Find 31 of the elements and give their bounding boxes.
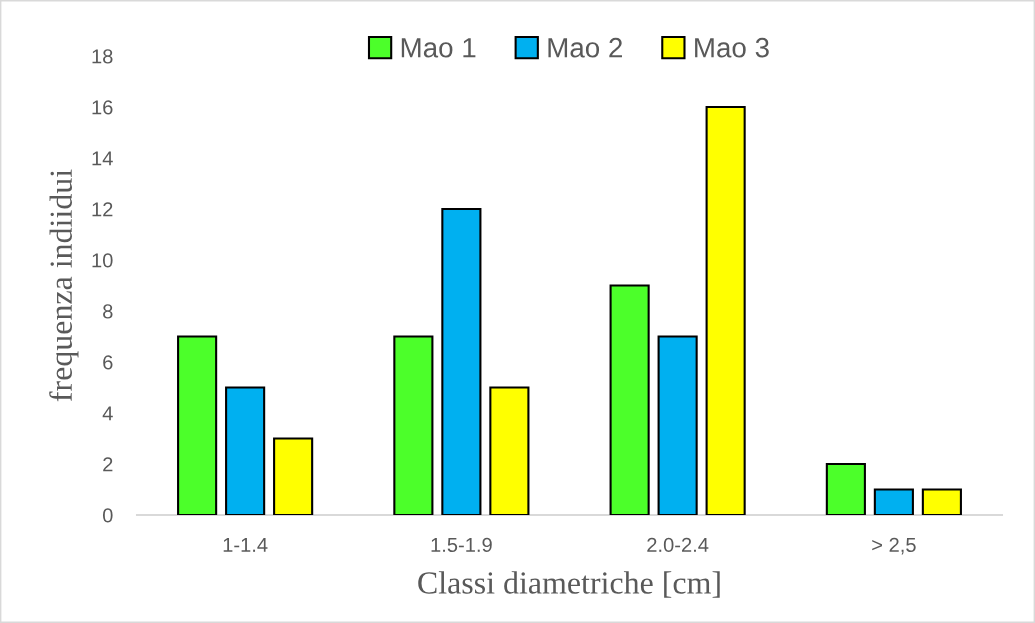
x-tick-label: > 2,5 xyxy=(872,537,916,555)
x-tick-label: 1-1.4 xyxy=(223,537,268,552)
legend-label: Mao 2 xyxy=(548,37,622,58)
bar xyxy=(489,386,530,515)
bar xyxy=(921,488,962,515)
x-tick-label: 2.0-2.4 xyxy=(647,537,709,553)
y-tick-label: 12 xyxy=(92,202,113,217)
bar xyxy=(873,488,914,515)
y-tick-label: 18 xyxy=(92,49,113,64)
bar xyxy=(441,207,482,515)
bar xyxy=(177,335,218,515)
bar xyxy=(705,105,746,515)
bar xyxy=(609,284,650,515)
y-tick-label: 8 xyxy=(103,304,113,319)
bar xyxy=(225,386,266,515)
bar xyxy=(657,335,698,515)
y-tick-label: 2 xyxy=(103,457,113,472)
bar xyxy=(825,462,866,515)
bar xyxy=(393,335,434,515)
y-tick-label: 4 xyxy=(102,406,113,421)
legend-label: Mao 1 xyxy=(401,38,476,58)
legend-label: Mao 3 xyxy=(695,37,769,58)
x-axis-title: Classi diametriche [cm] xyxy=(418,571,720,598)
y-tick-label: 6 xyxy=(103,355,113,370)
y-tick-label: 16 xyxy=(92,100,113,115)
y-axis-title: frequenza indiidui xyxy=(49,169,79,402)
bar xyxy=(273,437,314,515)
y-tick-label: 10 xyxy=(92,253,113,268)
y-tick-label: 14 xyxy=(92,151,113,166)
x-tick-label: 1.5-1.9 xyxy=(431,537,492,553)
y-tick-label: 0 xyxy=(102,508,113,523)
